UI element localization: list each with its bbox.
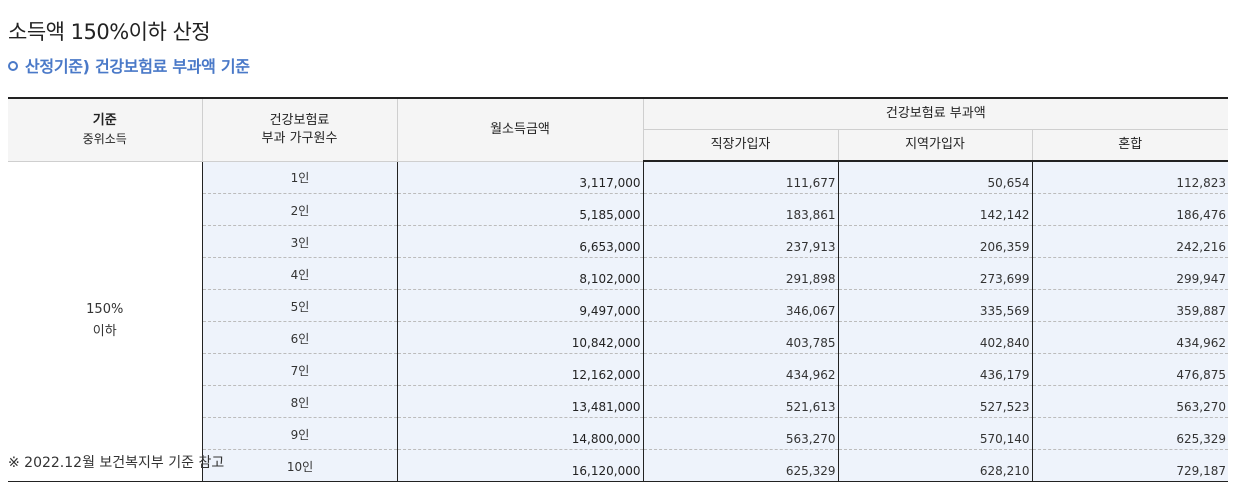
household-size-cell: 3인	[202, 225, 398, 258]
table-row: 5인 9,497,000 346,067 335,569 359,887	[8, 289, 1229, 322]
regional-premium-cell: 628,210	[838, 449, 1033, 482]
header-income: 월소득금액	[397, 98, 644, 162]
table-row: 10인 16,120,000 625,329 628,210 729,187	[8, 449, 1229, 482]
employee-premium-cell: 434,962	[643, 353, 839, 386]
regional-premium-cell: 527,523	[838, 385, 1033, 418]
regional-premium-cell: 206,359	[838, 225, 1033, 258]
criteria-cell: 150% 이하	[8, 161, 203, 482]
monthly-income-cell: 6,653,000	[397, 225, 644, 258]
mixed-premium-cell: 186,476	[1032, 193, 1229, 226]
page-title: 소득액 150%이하 산정	[8, 20, 211, 44]
household-size-cell: 9인	[202, 417, 398, 450]
regional-premium-cell: 436,179	[838, 353, 1033, 386]
monthly-income-cell: 16,120,000	[397, 449, 644, 482]
monthly-income-cell: 9,497,000	[397, 289, 644, 322]
household-size-cell: 5인	[202, 289, 398, 322]
mixed-premium-cell: 299,947	[1032, 257, 1229, 290]
employee-premium-cell: 111,677	[643, 161, 839, 194]
monthly-income-cell: 5,185,000	[397, 193, 644, 226]
header-mixed: 혼합	[1032, 129, 1229, 162]
mixed-premium-cell: 359,887	[1032, 289, 1229, 322]
employee-premium-cell: 625,329	[643, 449, 839, 482]
premium-table-container: 기준 중위소득 건강보험료 부과 가구원수 월소득금액 건강보험료 부과액 직장…	[8, 97, 1229, 482]
mixed-premium-cell: 563,270	[1032, 385, 1229, 418]
header-household: 건강보험료 부과 가구원수	[202, 98, 398, 162]
header-premium-group: 건강보험료 부과액	[643, 98, 1229, 130]
employee-premium-cell: 403,785	[643, 321, 839, 354]
mixed-premium-cell: 625,329	[1032, 417, 1229, 450]
monthly-income-cell: 13,481,000	[397, 385, 644, 418]
criteria-cell-line2: 이하	[92, 324, 117, 340]
household-size-cell: 1인	[202, 161, 398, 194]
table-row: 6인 10,842,000 403,785 402,840 434,962	[8, 321, 1229, 354]
table-row: 8인 13,481,000 521,613 527,523 563,270	[8, 385, 1229, 418]
table-row: 3인 6,653,000 237,913 206,359 242,216	[8, 225, 1229, 258]
header-criteria-line2: 중위소득	[82, 131, 127, 146]
household-size-cell: 10인	[202, 449, 398, 482]
subtitle-text: 산정기준) 건강보험료 부과액 기준	[25, 57, 250, 76]
monthly-income-cell: 10,842,000	[397, 321, 644, 354]
regional-premium-cell: 273,699	[838, 257, 1033, 290]
monthly-income-cell: 12,162,000	[397, 353, 644, 386]
employee-premium-cell: 291,898	[643, 257, 839, 290]
regional-premium-cell: 142,142	[838, 193, 1033, 226]
mixed-premium-cell: 434,962	[1032, 321, 1229, 354]
header-employee: 직장가입자	[643, 129, 839, 162]
household-size-cell: 2인	[202, 193, 398, 226]
table-row: 4인 8,102,000 291,898 273,699 299,947	[8, 257, 1229, 290]
header-household-line1: 건강보험료	[269, 112, 330, 128]
header-regional: 지역가입자	[838, 129, 1033, 162]
employee-premium-cell: 183,861	[643, 193, 839, 226]
table-body: 150% 이하 1인 3,117,000 111,677 50,654 112,823 2인 5…	[8, 161, 1229, 482]
table-row: 7인 12,162,000 434,962 436,179 476,875	[8, 353, 1229, 386]
monthly-income-cell: 14,800,000	[397, 417, 644, 450]
household-size-cell: 7인	[202, 353, 398, 386]
circle-bullet-icon	[8, 60, 18, 71]
criteria-cell-line1: 150%	[86, 302, 124, 318]
regional-premium-cell: 335,569	[838, 289, 1033, 322]
mixed-premium-cell: 112,823	[1032, 161, 1229, 194]
monthly-income-cell: 8,102,000	[397, 257, 644, 290]
employee-premium-cell: 237,913	[643, 225, 839, 258]
table-header: 기준 중위소득 건강보험료 부과 가구원수 월소득금액 건강보험료 부과액 직장…	[8, 98, 1229, 162]
table-row: 150% 이하 1인 3,117,000 111,677 50,654 112,823	[8, 161, 1229, 482]
employee-premium-cell: 521,613	[643, 385, 839, 418]
household-size-cell: 4인	[202, 257, 398, 290]
employee-premium-cell: 563,270	[643, 417, 839, 450]
mixed-premium-cell: 242,216	[1032, 225, 1229, 258]
section-subtitle: 산정기준) 건강보험료 부과액 기준	[8, 53, 250, 77]
mixed-premium-cell: 476,875	[1032, 353, 1229, 386]
footnote: ※ 2022.12월 보건복지부 기준 참고	[8, 455, 225, 471]
header-criteria: 기준 중위소득	[8, 98, 203, 162]
monthly-income-cell: 3,117,000	[397, 161, 644, 194]
header-household-line2: 부과 가구원수	[261, 130, 338, 146]
household-size-cell: 6인	[202, 321, 398, 354]
table-row: 9인 14,800,000 563,270 570,140 625,329	[8, 417, 1229, 450]
regional-premium-cell: 402,840	[838, 321, 1033, 354]
regional-premium-cell: 50,654	[838, 161, 1033, 194]
regional-premium-cell: 570,140	[838, 417, 1033, 450]
premium-table: 기준 중위소득 건강보험료 부과 가구원수 월소득금액 건강보험료 부과액 직장…	[8, 97, 1229, 482]
table-row: 2인 5,185,000 183,861 142,142 186,476	[8, 193, 1229, 226]
employee-premium-cell: 346,067	[643, 289, 839, 322]
header-criteria-line1: 기준	[92, 112, 117, 128]
household-size-cell: 8인	[202, 385, 398, 418]
mixed-premium-cell: 729,187	[1032, 449, 1229, 482]
